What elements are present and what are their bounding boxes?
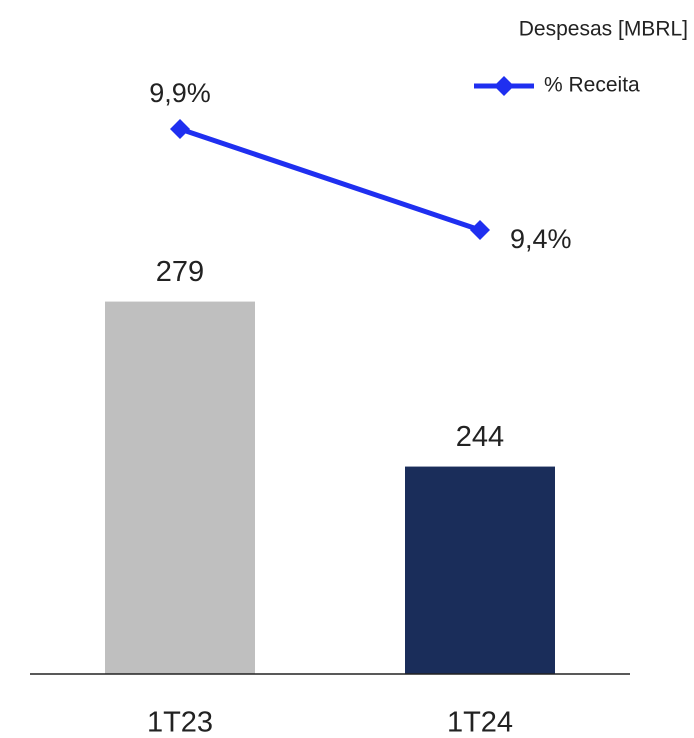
legend-label: % Receita: [544, 74, 640, 97]
bar: [405, 466, 555, 674]
line-value-label: 9,4%: [510, 224, 572, 254]
bar: [105, 301, 255, 674]
bar-value-label: 244: [456, 421, 504, 453]
bar-value-label: 279: [156, 256, 204, 288]
line-marker: [170, 119, 190, 140]
line: [179, 126, 481, 233]
x-tick-label: 1T24: [447, 707, 513, 738]
legend-marker: [494, 76, 514, 96]
line-value-label: 9,9%: [149, 78, 211, 108]
line-marker: [470, 219, 490, 240]
x-tick-label: 1T23: [147, 707, 213, 738]
legend-label: Despesas [MBRL]: [519, 18, 688, 41]
